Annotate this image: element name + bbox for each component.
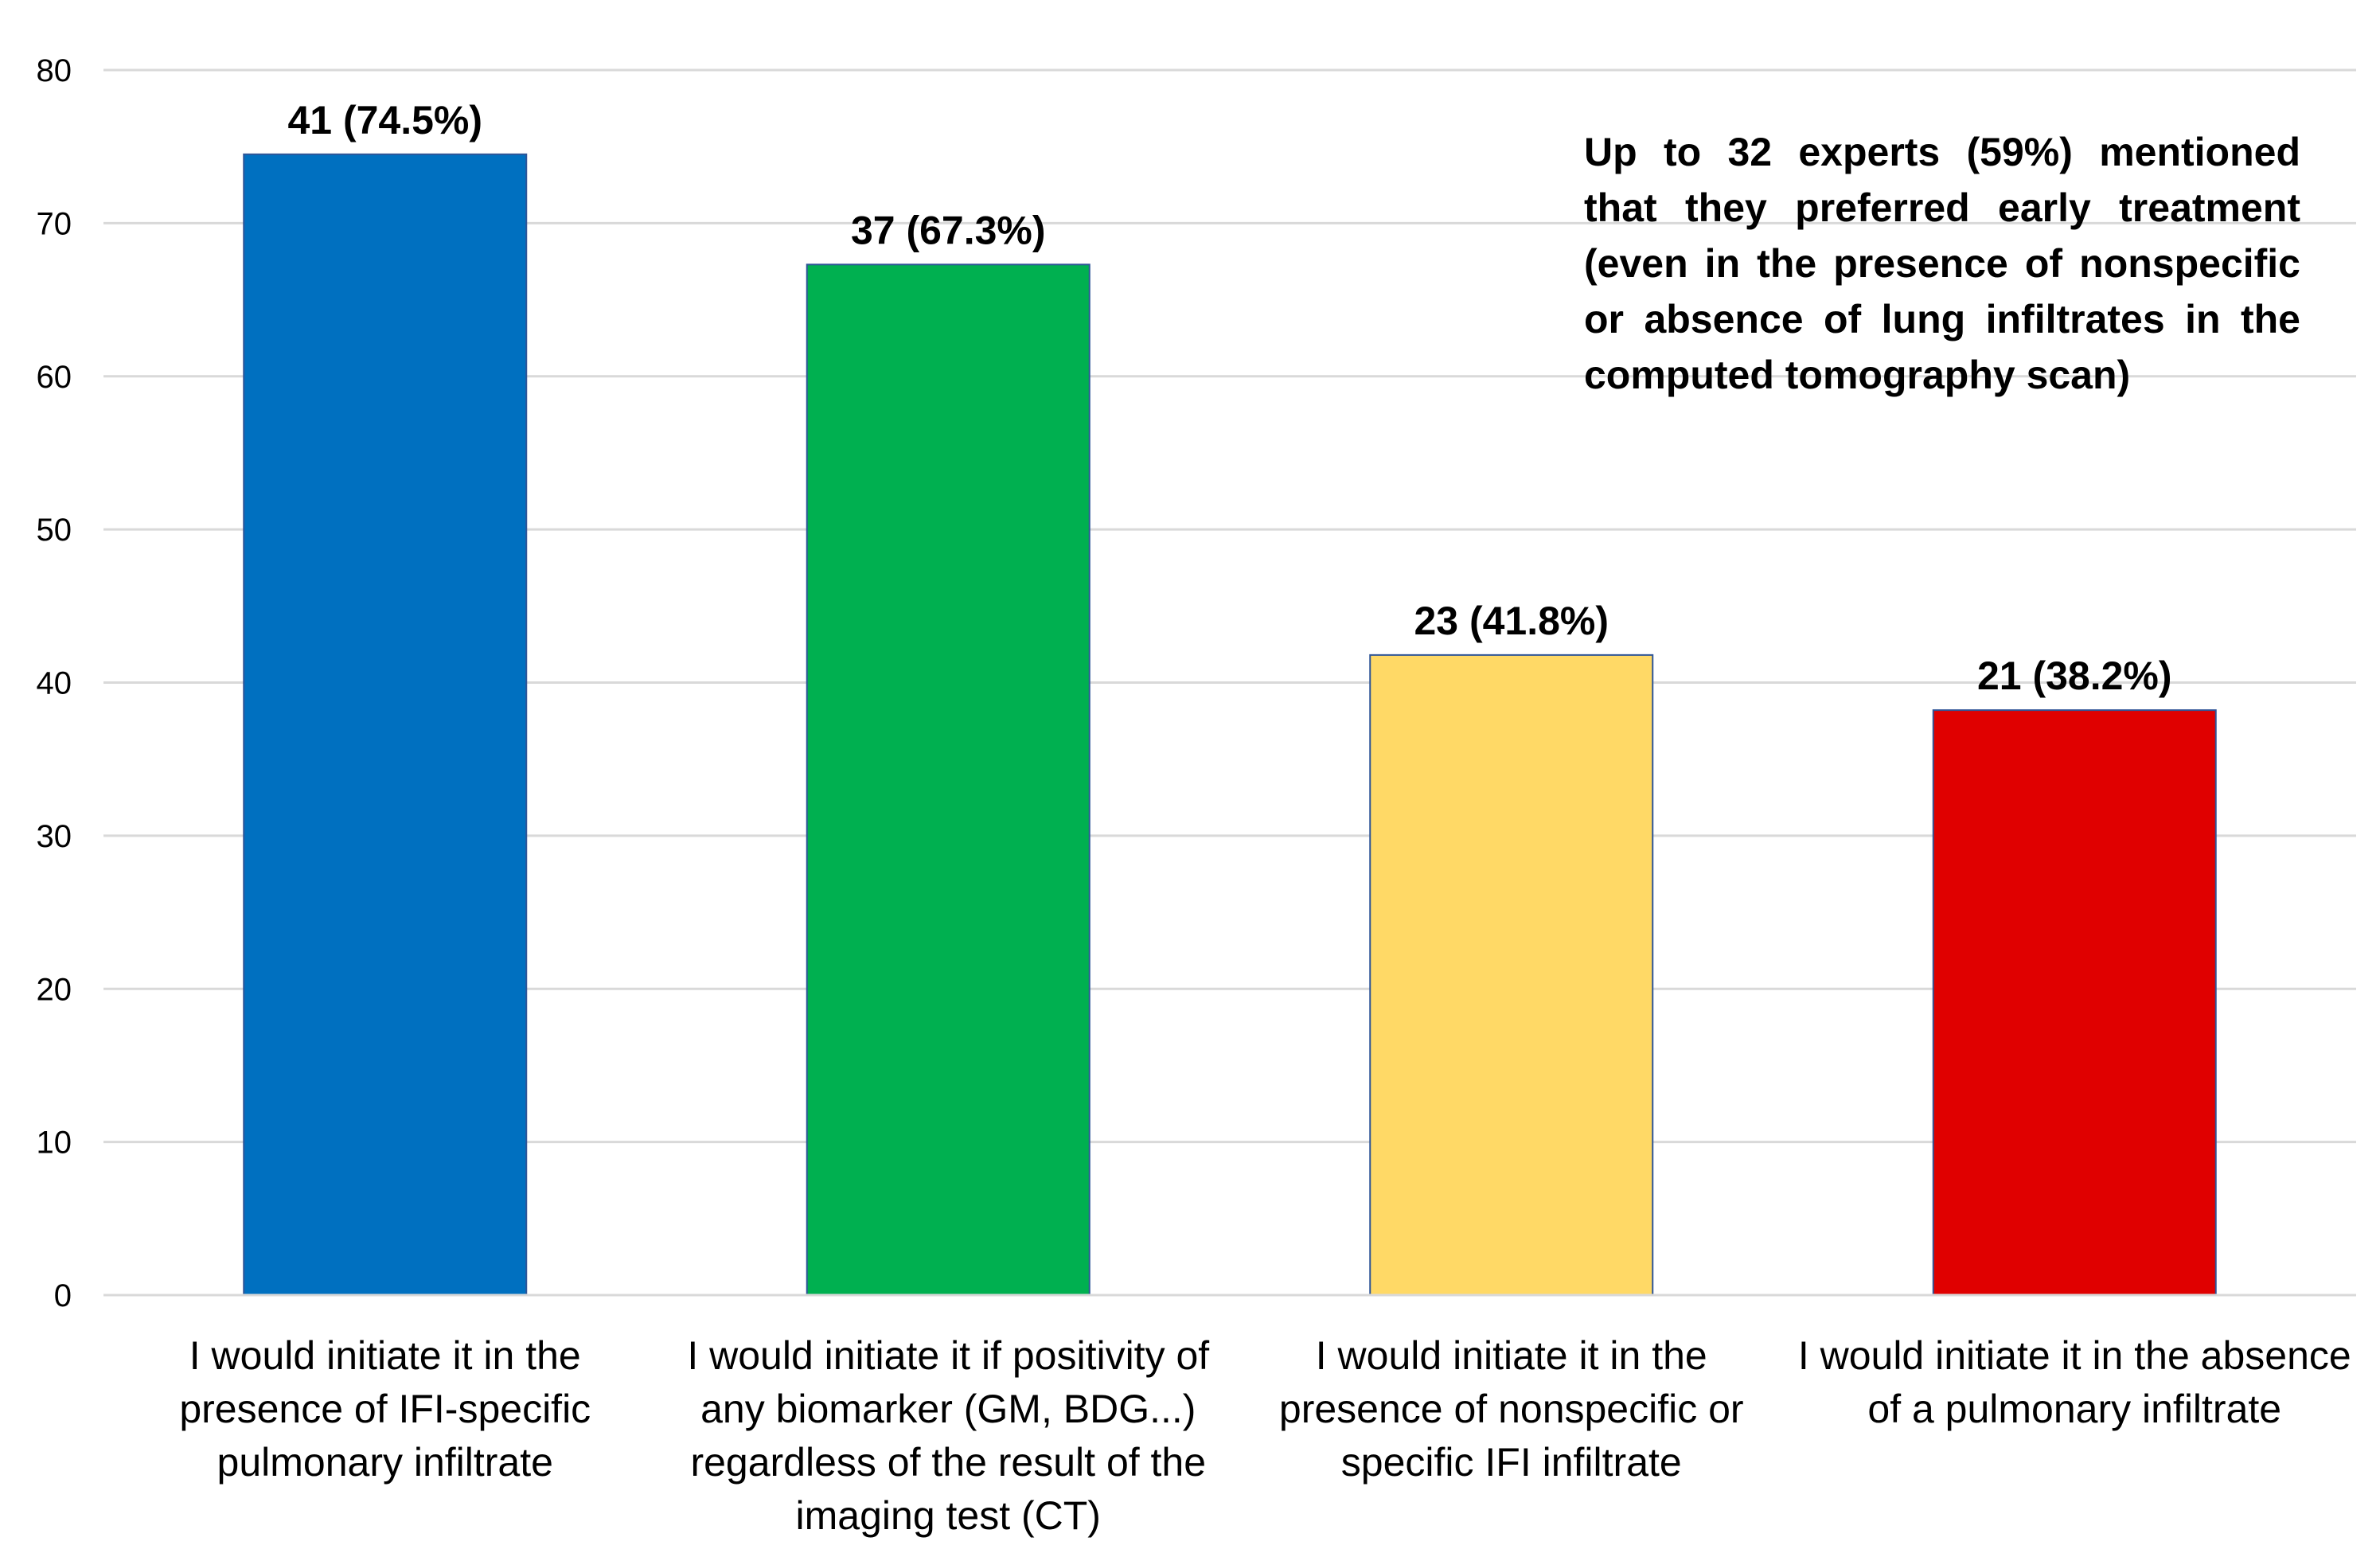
y-tick-label-0: 0: [54, 1278, 72, 1313]
bars: [243, 153, 2217, 1296]
category-label-1-line-3: pulmonary infiltrate: [217, 1440, 553, 1485]
annotation-text: Up to 32 experts (59%) mentioned that th…: [1584, 130, 2300, 397]
category-label-2-line-1: I would initiate it if positivity of: [687, 1333, 1209, 1378]
data-label-3: 23 (41.8%): [1414, 599, 1609, 643]
y-tick-label-30: 30: [37, 819, 72, 854]
y-tick-label-20: 20: [37, 972, 72, 1007]
data-labels: 41 (74.5%) 37 (67.3%) 23 (41.8%) 21 (38.2%): [287, 98, 2171, 698]
bar-4: [1932, 709, 2217, 1296]
category-label-4-line-1: I would initiate it in the absence: [1798, 1333, 2351, 1378]
bar-3: [1369, 654, 1654, 1296]
y-tick-label-10: 10: [37, 1126, 72, 1161]
category-label-2-line-3: regardless of the result of the: [690, 1440, 1206, 1485]
y-tick-label-50: 50: [37, 513, 72, 548]
y-tick-label-40: 40: [37, 666, 72, 701]
data-label-1: 41 (74.5%): [287, 98, 482, 142]
category-label-3-line-2: presence of nonspecific or: [1279, 1387, 1744, 1431]
category-label-3-line-1: I would initiate it in the: [1316, 1333, 1707, 1378]
category-label-2-line-2: any biomarker (GM, BDG...): [700, 1387, 1196, 1431]
category-label-3-line-3: specific IFI infiltrate: [1341, 1440, 1682, 1485]
y-tick-label-80: 80: [37, 53, 72, 88]
category-label-1-line-2: presence of IFI-specific: [179, 1387, 591, 1431]
category-label-2-line-4: imaging test (CT): [796, 1493, 1101, 1538]
y-tick-label-70: 70: [37, 206, 72, 241]
category-label-1-line-1: I would initiate it in the: [189, 1333, 581, 1378]
category-labels: I would initiate it in the presence of IF…: [179, 1333, 2351, 1538]
bar-2: [806, 263, 1091, 1296]
bar-1: [243, 153, 528, 1296]
data-label-4: 21 (38.2%): [1977, 654, 2172, 698]
y-tick-label-60: 60: [37, 360, 72, 395]
y-axis-ticks: 0 10 20 30 40 50 60 70 80: [37, 53, 72, 1313]
data-label-2: 37 (67.3%): [851, 208, 1046, 252]
category-label-4-line-2: of a pulmonary infiltrate: [1867, 1387, 2281, 1431]
